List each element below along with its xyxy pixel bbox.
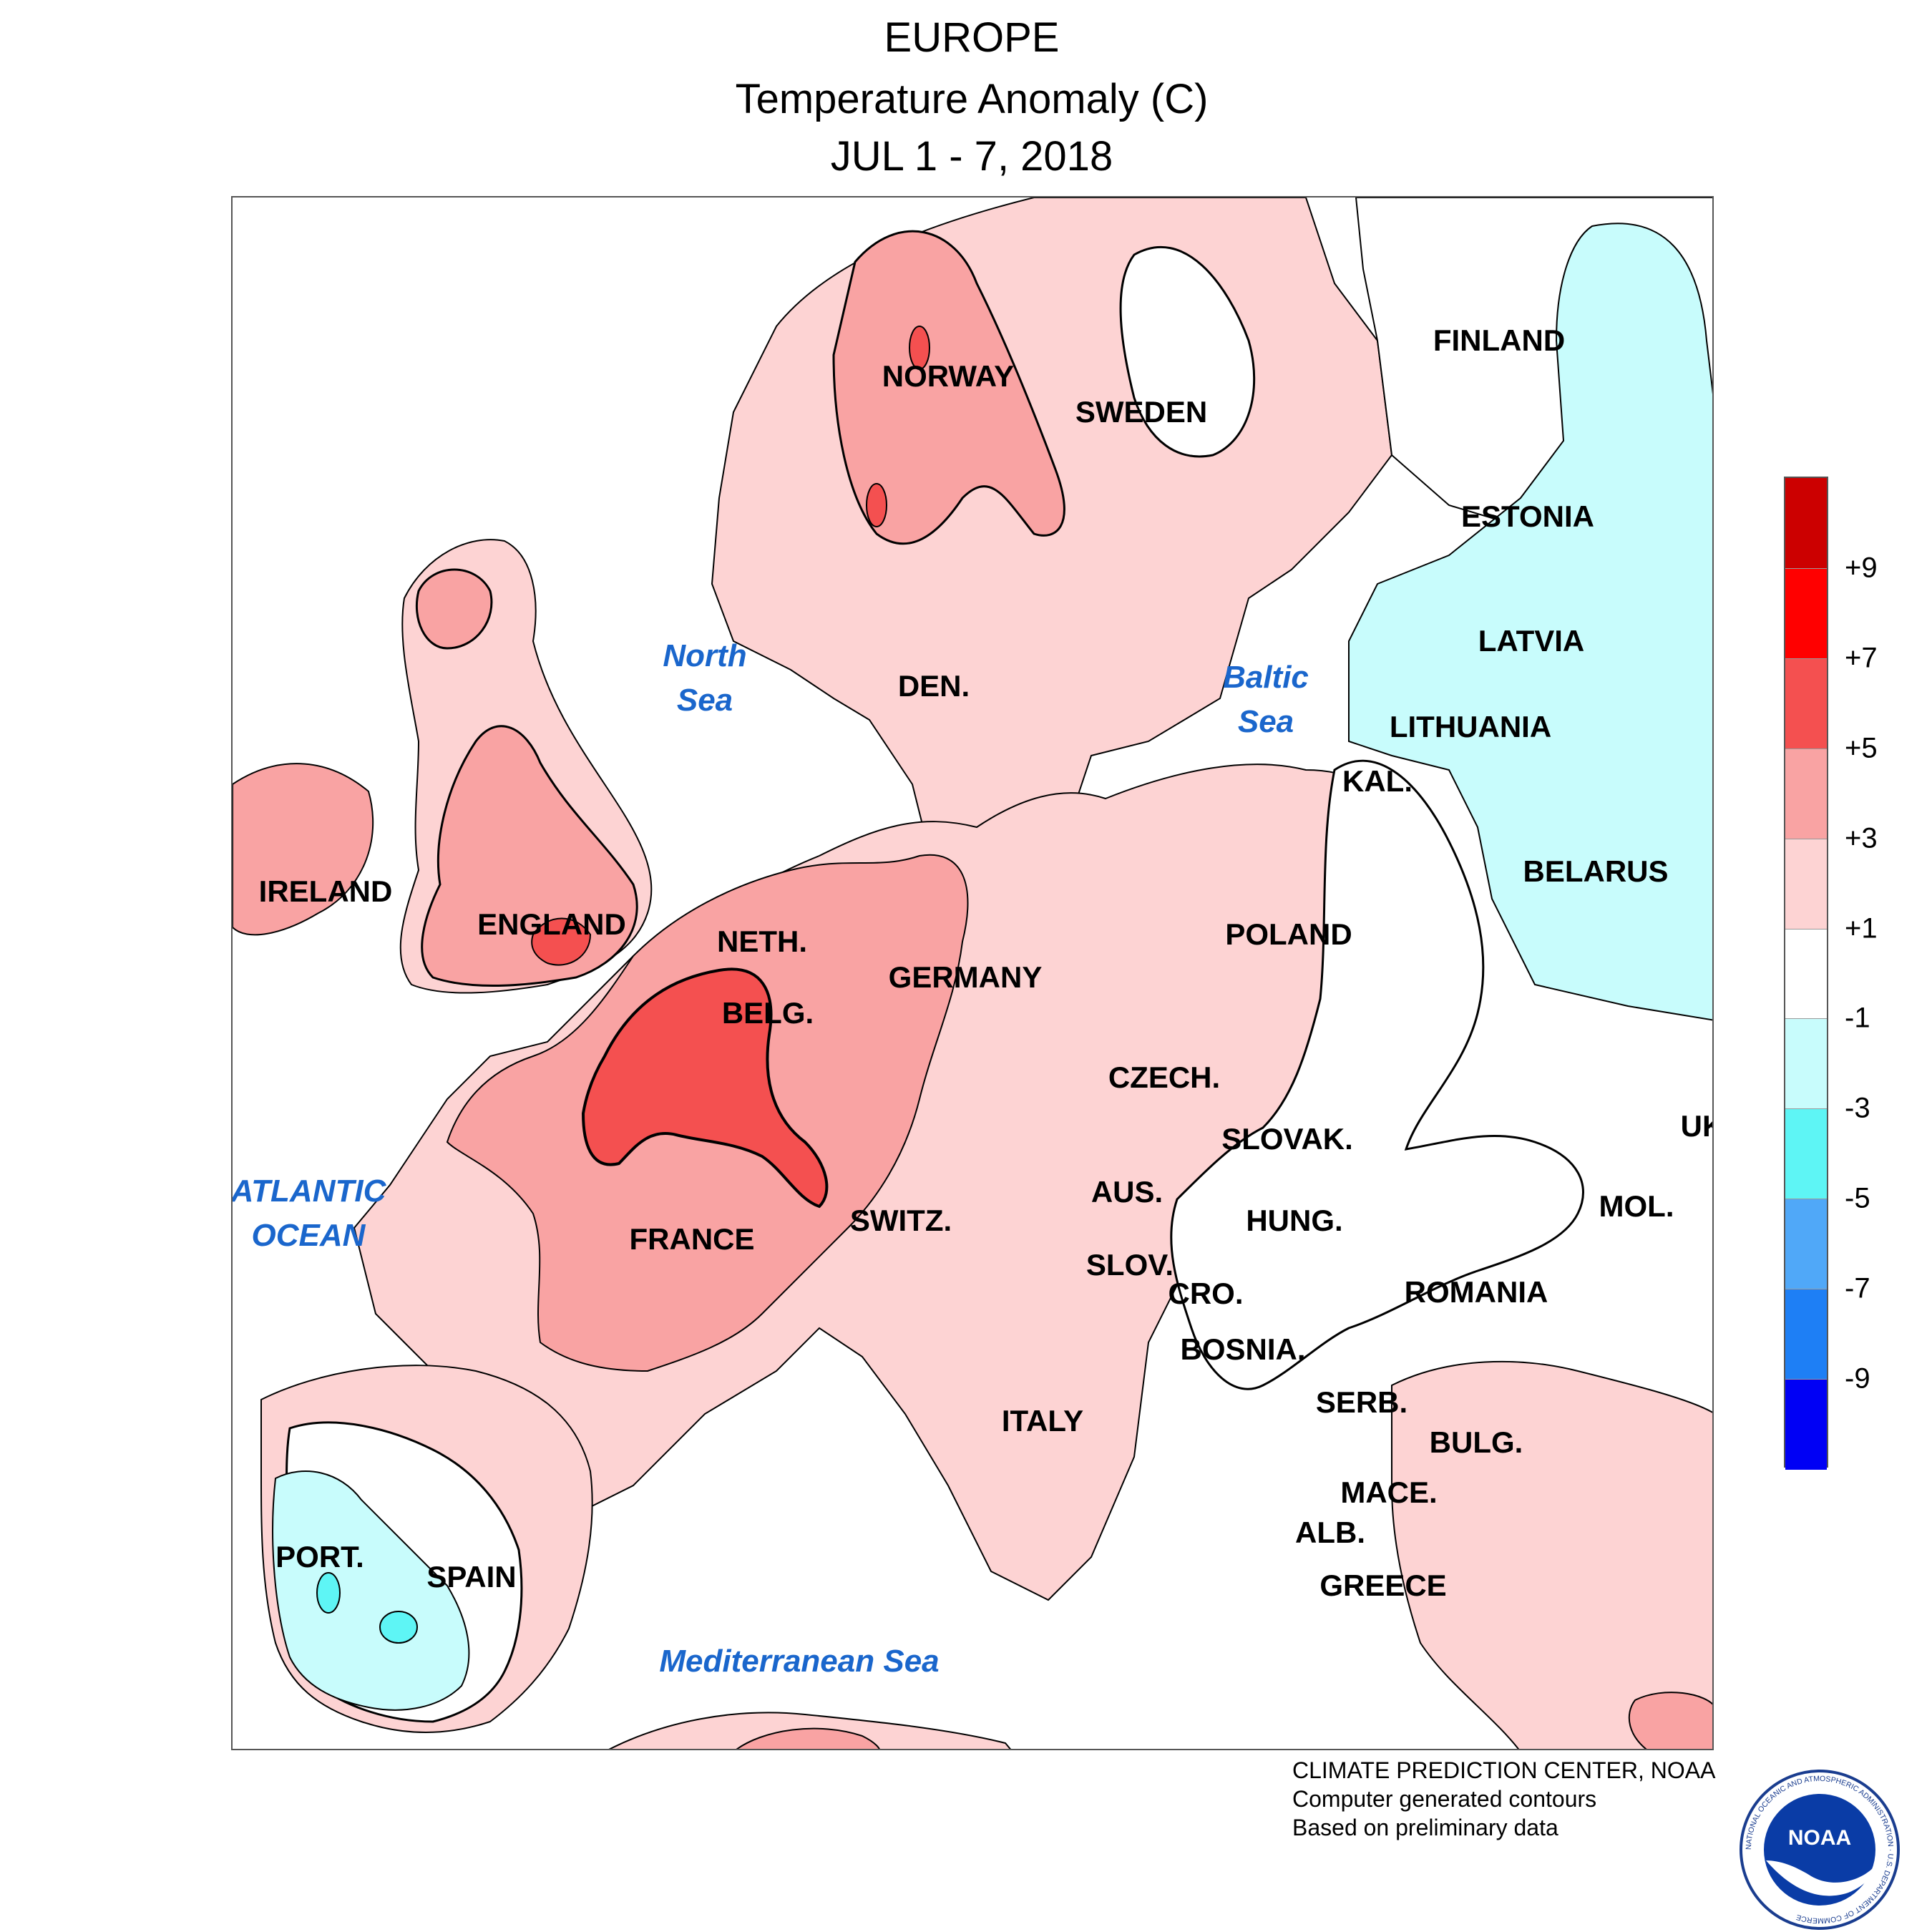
map-date-range: JUL 1 - 7, 2018	[830, 133, 1113, 180]
label-portugal: PORT.	[275, 1540, 364, 1574]
label-baltic-sea: Baltic Sea	[1223, 655, 1309, 744]
legend-swatch	[1785, 658, 1827, 749]
legend-tick-label: +7	[1845, 642, 1878, 674]
legend-swatch	[1785, 838, 1827, 930]
legend-swatch	[1785, 1199, 1827, 1290]
label-ireland: IRELAND	[258, 874, 393, 908]
legend-tick-label: -7	[1845, 1272, 1870, 1304]
label-spain: SPAIN	[426, 1560, 517, 1594]
label-atlantic-line2: OCEAN	[251, 1218, 366, 1253]
legend-swatch	[1785, 1018, 1827, 1110]
anomaly-spot-scotland-warm	[415, 568, 493, 650]
label-latvia: LATVIA	[1478, 624, 1585, 658]
label-moldova: MOL.	[1599, 1189, 1674, 1223]
legend-swatch	[1785, 478, 1827, 568]
label-france: FRANCE	[629, 1222, 755, 1256]
label-north-sea-line1: North	[663, 638, 747, 673]
label-italy: ITALY	[1001, 1404, 1084, 1438]
label-germany: GERMANY	[888, 960, 1043, 994]
anomaly-spot-england-hot	[531, 917, 592, 966]
legend-tick-label: +1	[1845, 912, 1878, 945]
label-denmark: DEN.	[897, 669, 970, 703]
label-estonia: ESTONIA	[1461, 499, 1594, 533]
anomaly-spot-spain-cold	[379, 1611, 418, 1644]
label-croatia: CRO.	[1168, 1277, 1244, 1310]
label-lithuania: LITHUANIA	[1389, 710, 1552, 743]
label-baltic-sea-line1: Baltic	[1223, 660, 1309, 695]
label-baltic-sea-line2: Sea	[1237, 704, 1294, 739]
legend-tick-label: -9	[1845, 1362, 1870, 1395]
legend-tick-label: -3	[1845, 1092, 1870, 1124]
label-bosnia: BOSNIA.	[1180, 1332, 1306, 1366]
label-north-sea: North Sea	[663, 634, 746, 723]
legend-swatch	[1785, 1379, 1827, 1470]
label-hungary: HUNG.	[1246, 1204, 1343, 1237]
anomaly-region-norway-warm	[832, 230, 1065, 545]
anomaly-spot-norway-hot-2	[866, 483, 887, 527]
label-belgium: BELG.	[721, 996, 814, 1030]
label-mediterranean-sea: Mediterranean Sea	[659, 1644, 940, 1679]
legend-tick-label: +3	[1845, 822, 1878, 854]
label-sweden: SWEDEN	[1075, 395, 1208, 429]
label-switzerland: SWITZ.	[849, 1204, 952, 1237]
footer-note-preliminary: Based on preliminary data	[1292, 1815, 1558, 1840]
legend-tick-label: -1	[1845, 1002, 1870, 1034]
footer-note-contours: Computer generated contours	[1292, 1786, 1597, 1812]
anomaly-spot-turkey-warm	[1628, 1692, 1712, 1749]
label-romania: ROMANIA	[1404, 1275, 1548, 1309]
anomaly-spot-norway-hot-1	[909, 326, 930, 370]
legend-tick-label: +5	[1845, 732, 1878, 764]
anomaly-region-france-hot	[581, 967, 829, 1209]
anomaly-region-iberia-cold	[272, 1470, 470, 1711]
map-subtitle: Temperature Anomaly (C)	[735, 76, 1209, 122]
label-north-sea-line2: Sea	[676, 683, 733, 718]
label-albania: ALB.	[1295, 1516, 1365, 1549]
anomaly-spot-africa-warm	[736, 1727, 880, 1749]
label-england: ENGLAND	[477, 907, 626, 941]
label-slovenia: SLOV.	[1085, 1248, 1174, 1282]
legend-swatch	[1785, 1289, 1827, 1380]
anomaly-region-sweden-normal	[1119, 245, 1256, 458]
legend-swatch	[1785, 567, 1827, 659]
label-norway: NORWAY	[882, 359, 1015, 393]
map-frame: NORWAY SWEDEN FINLAND ESTONIA LATVIA LIT…	[231, 196, 1714, 1750]
label-kaliningrad: KAL.	[1342, 764, 1413, 798]
label-austria: AUS.	[1091, 1175, 1163, 1209]
label-bulgaria: BULG.	[1429, 1425, 1523, 1459]
legend-swatch	[1785, 928, 1827, 1020]
label-greece: GREECE	[1319, 1568, 1447, 1602]
label-atlantic-line1: ATLANTIC	[231, 1174, 386, 1209]
label-slovakia: SLOVAK.	[1221, 1122, 1353, 1156]
legend-swatch	[1785, 1108, 1827, 1200]
anomaly-spot-portugal-cold	[316, 1572, 341, 1614]
label-ukraine: UK	[1680, 1109, 1712, 1143]
legend-tick-label: +9	[1845, 552, 1878, 584]
legend-tick-label: -5	[1845, 1182, 1870, 1214]
label-atlantic-ocean: ATLANTIC OCEAN	[231, 1169, 386, 1258]
label-czech: CZECH.	[1108, 1060, 1221, 1094]
label-serbia: SERB.	[1315, 1385, 1408, 1419]
label-belarus: BELARUS	[1523, 854, 1669, 888]
label-poland: POLAND	[1225, 917, 1352, 951]
label-netherlands: NETH.	[717, 924, 807, 958]
anomaly-map	[233, 197, 1712, 1749]
color-legend	[1784, 477, 1828, 1470]
anomaly-region-ireland	[233, 763, 374, 936]
anomaly-region-eastern-cold	[1348, 223, 1712, 1021]
label-macedonia: MACE.	[1340, 1475, 1438, 1509]
footer-source: CLIMATE PREDICTION CENTER, NOAA	[1292, 1757, 1716, 1783]
noaa-wordmark: NOAA	[1788, 1826, 1851, 1850]
legend-swatch	[1785, 748, 1827, 839]
anomaly-region-england-warm	[421, 725, 638, 987]
map-title: EUROPE	[884, 14, 1060, 61]
anomaly-region-east-central-normal	[1170, 760, 1584, 1390]
noaa-logo: NOAA NATIONAL OCEANIC AND ATMOSPHERIC AD…	[1740, 1770, 1900, 1930]
label-finland: FINLAND	[1433, 323, 1566, 357]
anomaly-region-southeast	[1391, 1360, 1712, 1749]
